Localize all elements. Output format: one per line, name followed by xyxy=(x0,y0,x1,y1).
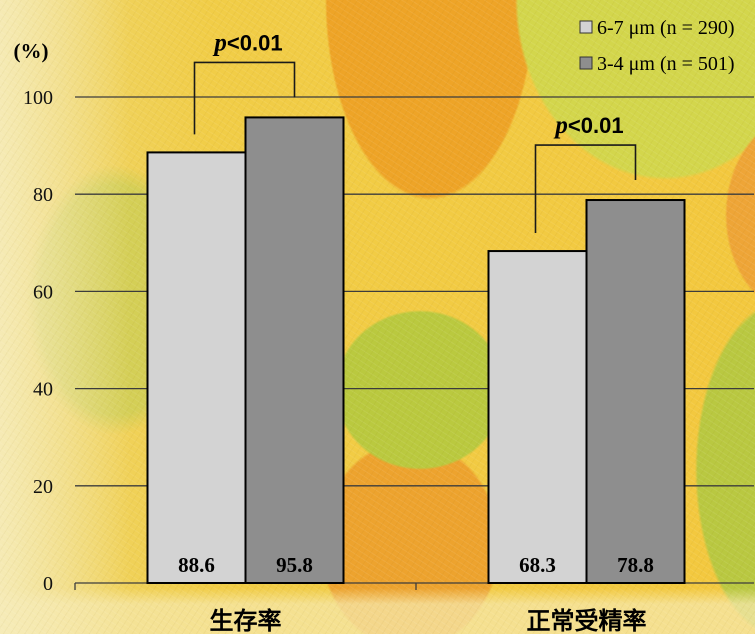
bar-series-2-category-1 xyxy=(244,116,345,585)
legend: 6-7 μm (n = 290) 3-4 μm (n = 501) xyxy=(579,17,735,75)
bars xyxy=(146,116,686,585)
y-tick-label-0: 0 xyxy=(43,573,53,595)
data-labels: 88.6 95.8 68.3 78.8 xyxy=(178,553,654,577)
y-tick-label-100: 100 xyxy=(23,87,53,109)
category-labels: 生存率 正常受精率 xyxy=(210,607,647,634)
significance-p-symbol: p xyxy=(212,29,227,56)
significance-threshold: <0.01 xyxy=(568,113,624,138)
significance-label-1: p<0.01 xyxy=(212,29,282,56)
significance-threshold: <0.01 xyxy=(227,30,283,55)
y-tick-label-80: 80 xyxy=(33,184,53,206)
legend-label-1: 6-7 μm (n = 290) xyxy=(597,17,735,39)
bar-series-1-category-1 xyxy=(146,151,247,585)
legend-label-2: 3-4 μm (n = 501) xyxy=(597,53,735,75)
legend-swatch-1 xyxy=(579,20,593,34)
significance-annotations: p<0.01p<0.01 xyxy=(193,29,637,234)
data-label-series-1-category-1: 88.6 xyxy=(178,553,215,577)
y-axis-tick-labels: 0 20 40 60 80 100 xyxy=(23,87,53,595)
legend-entry-1: 6-7 μm (n = 290) xyxy=(579,17,735,39)
bar-series-1-category-2 xyxy=(487,250,588,584)
legend-swatch-2 xyxy=(579,56,593,70)
significance-label-2: p<0.01 xyxy=(553,112,623,139)
category-label-2: 正常受精率 xyxy=(527,607,647,634)
data-label-series-2-category-1: 95.8 xyxy=(276,553,313,577)
data-label-series-2-category-2: 78.8 xyxy=(617,553,654,577)
x-axis-ticks xyxy=(74,583,417,590)
y-axis-label: (%) xyxy=(14,39,49,63)
y-tick-label-40: 40 xyxy=(33,379,53,401)
y-tick-label-20: 20 xyxy=(33,476,53,498)
legend-entry-2: 3-4 μm (n = 501) xyxy=(579,53,735,75)
y-tick-label-60: 60 xyxy=(33,281,53,303)
category-label-1: 生存率 xyxy=(210,607,282,634)
significance-p-symbol: p xyxy=(553,112,568,139)
significance-bracket-1 xyxy=(193,61,296,135)
data-label-series-1-category-2: 68.3 xyxy=(519,553,556,577)
bar-series-2-category-2 xyxy=(585,199,686,584)
significance-bracket-2 xyxy=(534,144,637,234)
